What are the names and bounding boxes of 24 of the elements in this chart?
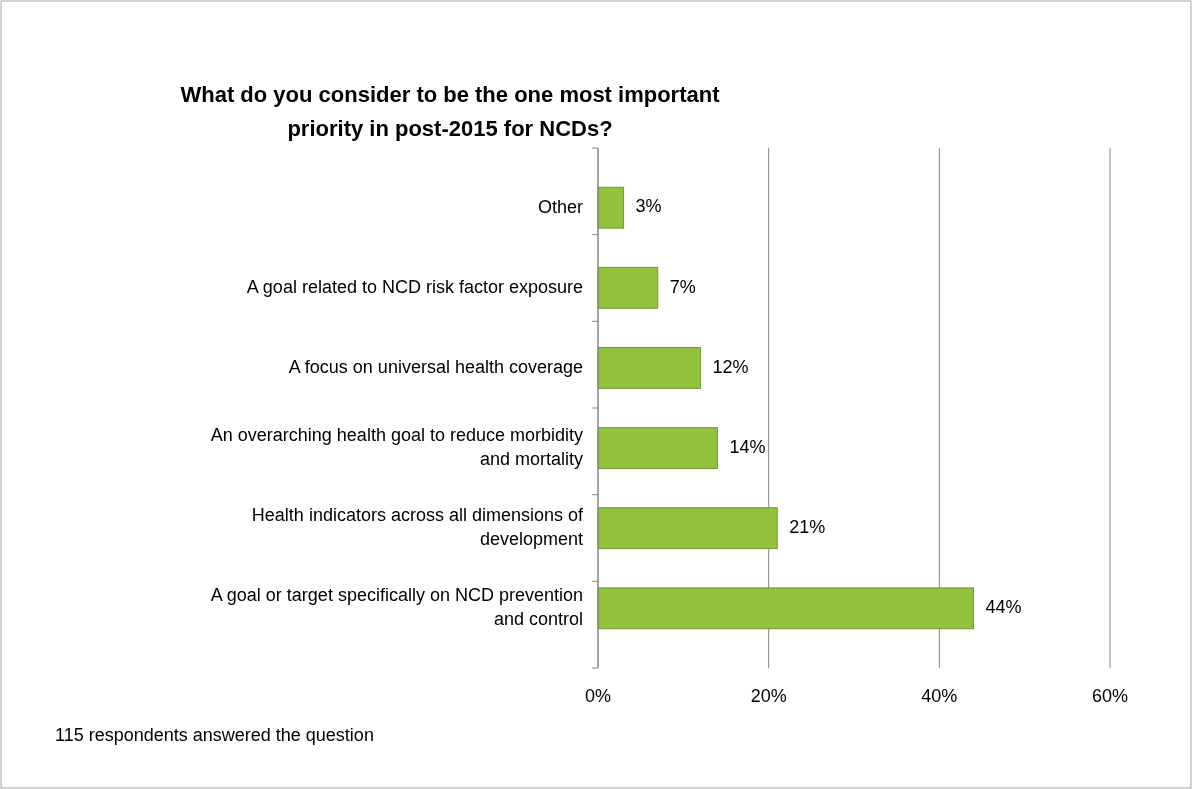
y-tick-label: A focus on universal health coverage — [288, 356, 583, 377]
y-tick-label: Other — [537, 196, 583, 217]
x-tick-label: 60% — [1091, 686, 1129, 706]
data-label: 21% — [789, 516, 826, 537]
y-tick-label: An overarching health goal to reduce morbidity and mortality — [210, 424, 583, 469]
y-tick-label: A goal related to NCD risk factor exposure — [246, 276, 583, 297]
y-tick-label: A goal or target specifically on NCD prevention and control — [210, 585, 583, 630]
x-tick-label: 0% — [584, 686, 612, 706]
x-tick-label: 40% — [921, 686, 958, 706]
data-label: 3% — [635, 196, 662, 217]
data-label: 44% — [985, 597, 1022, 618]
x-tick-label: 20% — [750, 686, 787, 706]
bar — [597, 347, 701, 389]
bar — [597, 186, 625, 229]
data-label: 14% — [729, 436, 766, 457]
text: 115 respondents answered the question — [55, 725, 374, 745]
bar — [597, 266, 659, 309]
bar — [597, 587, 974, 630]
bar — [597, 507, 778, 550]
chart-title: What do you consider to be the one most important priority in post-2015 for NCDs? — [180, 82, 721, 141]
bar — [597, 427, 718, 469]
data-label: 7% — [669, 276, 696, 297]
data-label: 12% — [712, 356, 749, 377]
y-tick-label: Health indicators across all dimensions of development — [251, 504, 584, 549]
